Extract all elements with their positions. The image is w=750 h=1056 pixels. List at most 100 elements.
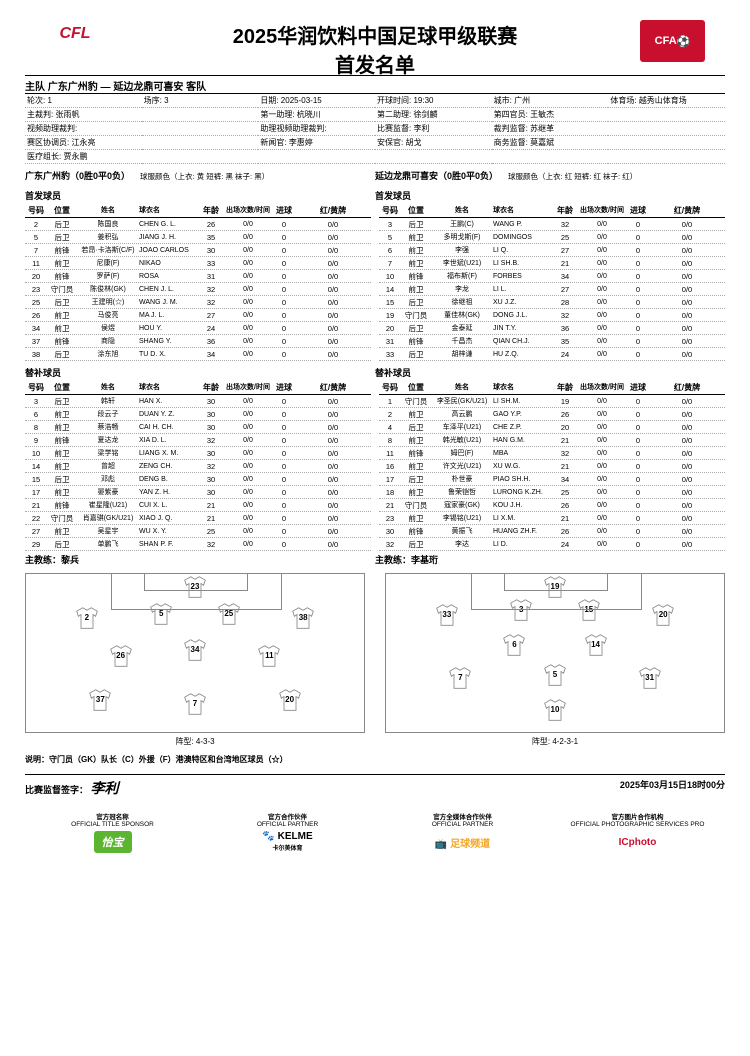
- jersey-icon: 26: [108, 644, 134, 668]
- icphoto-logo: ICphoto: [619, 837, 657, 848]
- player-row: 21前锋崔星隆(U21)CUI X. L.210/000/0: [25, 499, 371, 512]
- jersey-icon: 33: [434, 603, 460, 627]
- jersey-icon: 19: [542, 575, 568, 599]
- sponsor-3-label: 官方全媒体合作伙伴: [433, 814, 492, 821]
- info-cell: 主裁判: 张雨帆: [25, 108, 142, 122]
- player-row: 37前锋商隐SHANG Y.360/000/0: [25, 335, 371, 348]
- jersey-icon: 31: [637, 666, 663, 690]
- player-row: 26前卫马俊亮MA J. L.270/000/0: [25, 309, 371, 322]
- away-kit: 球服颜色（上衣: 红 短裤: 红 袜子: 红）: [508, 172, 637, 181]
- player-row: 38后卫涂东旭TU D. X.340/000/0: [25, 348, 371, 361]
- player-row: 11前锋姆巴(F)MBA320/000/0: [379, 447, 725, 460]
- player-row: 5后卫姜积弘JIANG J. H.350/000/0: [25, 231, 371, 244]
- footer: 比赛监督签字： 李利 2025年03月15日18时00分: [25, 774, 725, 798]
- info-cell: 助理视频助理裁判:: [258, 122, 375, 136]
- sponsors: 官方冠名称OFFICIAL TITLE SPONSOR 怡宝 官方合作伙伴OFF…: [25, 806, 725, 859]
- info-cell: 医疗组长: 贾永鹏: [25, 150, 142, 164]
- info-cell: [375, 150, 492, 164]
- jersey-icon: 7: [182, 692, 208, 716]
- player-row: 23前卫李锡铭(U21)LI X.M.210/000/0: [379, 512, 725, 525]
- info-cell: 第四官员: 王敏杰: [492, 108, 609, 122]
- cfa-logo: CFA ⚽: [640, 20, 705, 62]
- player-row: 10前卫梁学铭LIANG X. M.300/000/0: [25, 447, 371, 460]
- jersey-icon: 11: [256, 644, 282, 668]
- player-row: 17前卫晏紫豪YAN Z. H.300/000/0: [25, 486, 371, 499]
- footer-datetime: 2025年03月15日18时00分: [620, 778, 725, 798]
- jersey-icon: 2: [74, 606, 100, 630]
- info-cell: 开球时间: 19:30: [375, 94, 492, 108]
- player-row: 4后卫车泽平(U21)CHE Z.P.200/000/0: [379, 421, 725, 434]
- player-row: 20前锋罗萨(F)ROSA310/000/0: [25, 270, 371, 283]
- player-row: 2前卫高云鹏GAO Y.P.260/000/0: [379, 408, 725, 421]
- coach-row: 主教练：黎兵 主教练：李基珩: [25, 551, 725, 568]
- player-row: 18前卫鲁荣铠哲LURONG K.ZH.250/000/0: [379, 486, 725, 499]
- starters-label-row: 首发球员 首发球员: [25, 187, 725, 204]
- kelme-logo: 🐾 KELME卡尔美体育: [262, 831, 312, 853]
- away-coach: 主教练：李基珩: [375, 553, 725, 566]
- player-row: 17后卫朴世豪PIAO SH.H.340/000/0: [379, 473, 725, 486]
- away-formation: 阵型: 4-2-3-1: [385, 733, 725, 750]
- player-row: 6前卫李强LI Q.270/000/0: [379, 244, 725, 257]
- info-cell: [608, 108, 725, 122]
- info-cell: [608, 122, 725, 136]
- info-cell: [142, 136, 259, 150]
- player-row: 19守门员董佳林(GK)DONG J.L.320/000/0: [379, 309, 725, 322]
- player-row: 20后卫金泰延JIN T.Y.360/000/0: [379, 322, 725, 335]
- player-row: 2后卫陈国良CHEN G. L.260/000/0: [25, 218, 371, 231]
- player-row: 9前锋夏达龙XIA D. L.320/000/0: [25, 434, 371, 447]
- jersey-icon: 14: [583, 633, 609, 657]
- jersey-icon: 10: [542, 698, 568, 722]
- home-starters-label: 首发球员: [25, 189, 375, 202]
- jersey-icon: 5: [542, 663, 568, 687]
- signature: 李利: [91, 782, 119, 797]
- player-row: 33后卫胡梓谦HU Z.Q.240/000/0: [379, 348, 725, 361]
- away-team-name: 延边龙鼎可喜安（0胜0平0负）: [375, 171, 498, 181]
- jersey-icon: 38: [290, 606, 316, 630]
- player-row: 5前卫多明戈斯(F)DOMINGOS250/000/0: [379, 231, 725, 244]
- jersey-icon: 25: [216, 602, 242, 626]
- info-cell: 安保官: 胡戈: [375, 136, 492, 150]
- ztv-logo: 📺 足球频道: [435, 835, 490, 850]
- home-pitch: 2325253826341137720: [25, 573, 365, 733]
- info-cell: 城市: 广州: [492, 94, 609, 108]
- player-row: 3后卫王鹏(C)WANG P.320/000/0: [379, 218, 725, 231]
- player-row: 16前卫许文光(U21)XU W.G.210/000/0: [379, 460, 725, 473]
- info-cell: 视频助理裁判:: [25, 122, 142, 136]
- player-row: 29后卫单鹏飞SHAN P. F.320/000/0: [25, 538, 371, 551]
- player-row: 25后卫王建明(☆)WANG J. M.320/000/0: [25, 296, 371, 309]
- player-row: 7前卫李世斌(U21)LI SH.B.210/000/0: [379, 257, 725, 270]
- info-cell: 第一助理: 杭晓川: [258, 108, 375, 122]
- sponsor-1-label: 官方冠名称: [96, 814, 129, 821]
- player-row: 32后卫李达LI D.240/000/0: [379, 538, 725, 551]
- jersey-icon: 5: [148, 602, 174, 626]
- player-row: 30前锋黄振飞HUANG ZH.F.260/000/0: [379, 525, 725, 538]
- info-cell: 第二助理: 徐剑麟: [375, 108, 492, 122]
- sponsor-4-label: 官方图片合作机构: [612, 814, 664, 821]
- player-row: 1守门员李圣民(GK/U21)LI SH.M.190/000/0: [379, 395, 725, 408]
- info-cell: 比赛监督: 李利: [375, 122, 492, 136]
- subs-block: 号码位置姓名球衣名年龄出场次数/时间进球红/黄牌3后卫韩轩HAN X.300/0…: [25, 381, 725, 551]
- info-cell: [258, 150, 375, 164]
- info-cell: 商务监督: 莫嘉斌: [492, 136, 609, 150]
- jersey-icon: 34: [182, 638, 208, 662]
- player-header: 号码位置姓名球衣名年龄出场次数/时间进球红/黄牌: [379, 381, 725, 395]
- player-row: 10前锋福布斯(F)FORBES340/000/0: [379, 270, 725, 283]
- match-info-grid: 轮次: 1场序: 3日期: 2025-03-15开球时间: 19:30城市: 广…: [25, 93, 725, 164]
- player-row: 31前锋千昌杰QIAN CH.J.350/000/0: [379, 335, 725, 348]
- player-header: 号码位置姓名球衣名年龄出场次数/时间进球红/黄牌: [25, 204, 371, 218]
- formations: 2325253826341137720 阵型: 4-3-3 1933315206…: [25, 573, 725, 750]
- home-formation: 阵型: 4-3-3: [25, 733, 365, 750]
- jersey-icon: 20: [650, 603, 676, 627]
- player-row: 7前锋若昂·卡洛斯(C/F)JOAO CARLOS300/000/0: [25, 244, 371, 257]
- player-row: 8前卫蔡浩畅CAI H. CH.300/000/0: [25, 421, 371, 434]
- subs-label-row: 替补球员 替补球员: [25, 364, 725, 381]
- sponsor-2-label: 官方合作伙伴: [268, 814, 307, 821]
- info-cell: 日期: 2025-03-15: [258, 94, 375, 108]
- player-header: 号码位置姓名球衣名年龄出场次数/时间进球红/黄牌: [25, 381, 371, 395]
- jersey-icon: 15: [576, 598, 602, 622]
- jersey-icon: 6: [501, 633, 527, 657]
- info-cell: [492, 150, 609, 164]
- player-row: 34前卫侯煜HOU Y.240/000/0: [25, 322, 371, 335]
- info-cell: 体育场: 越秀山体育场: [608, 94, 725, 108]
- header: CFL 2025华润饮料中国足球甲级联赛 首发名单 CFA ⚽: [25, 15, 725, 75]
